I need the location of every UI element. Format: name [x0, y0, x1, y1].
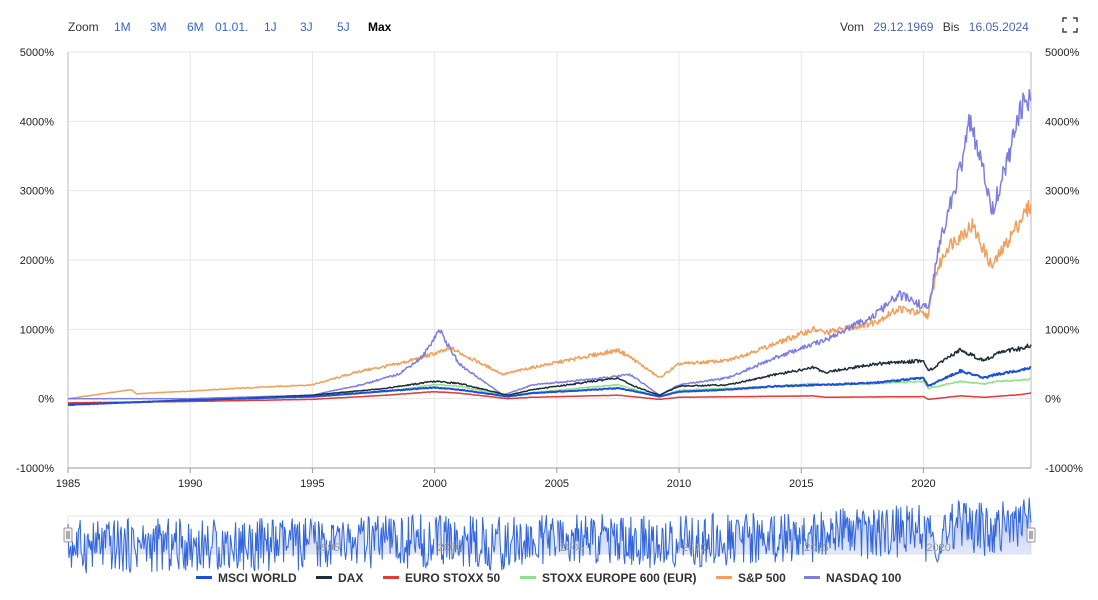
y-tick-label-left: -1000% [16, 463, 54, 475]
y-tick-label-right: 4000% [1045, 116, 1079, 128]
zoom-3j-button[interactable]: 3J [300, 20, 313, 34]
series-line-s-p-500[interactable] [67, 199, 1032, 400]
legend-item[interactable]: STOXX EUROPE 600 (EUR) [520, 571, 697, 585]
x-tick-label: 2015 [789, 478, 813, 490]
y-axis-right: -1000% 0% 1000% 2000% 3000% 4000% 5000% [1045, 47, 1083, 475]
zoom-1m-button[interactable]: 1M [114, 20, 131, 34]
zoom-max-button[interactable]: Max [368, 20, 392, 34]
y-tick-label-left: 0% [38, 394, 54, 406]
y-tick-label-left: 5000% [20, 47, 54, 59]
series-line-euro-stoxx-50[interactable] [67, 390, 1032, 404]
navigator-tick-label: 2005 [560, 542, 584, 554]
navigator-tick-label: 2020 [926, 542, 950, 554]
toolbar: Zoom 1M 3M 6M 01.01. 1J 3J 5J Max Vom 29… [0, 0, 1098, 48]
y-tick-label-left: 3000% [20, 186, 54, 198]
zoom-3m-button[interactable]: 3M [150, 20, 167, 34]
legend-label: DAX [338, 571, 364, 585]
x-tick-label: 1995 [300, 478, 324, 490]
series-lines [67, 88, 1032, 407]
navigator-tick-label: 2000 [438, 542, 462, 554]
y-tick-label-left: 1000% [20, 324, 54, 336]
legend-item[interactable]: DAX [316, 571, 363, 585]
x-tick-label: 1985 [56, 478, 80, 490]
y-axis-left: -1000% 0% 1000% 2000% 3000% 4000% 5000% [16, 47, 54, 475]
fullscreen-icon[interactable] [1062, 17, 1078, 33]
navigator-handle-right[interactable] [1026, 527, 1036, 543]
legend-label: STOXX EUROPE 600 (EUR) [542, 571, 697, 585]
zoom-6m-button[interactable]: 6M [187, 20, 204, 34]
legend-swatch [196, 576, 212, 580]
y-tick-label-left: 4000% [20, 116, 54, 128]
to-label: Bis [942, 20, 960, 34]
y-tick-label-right: 5000% [1045, 47, 1079, 59]
legend-swatch [804, 576, 820, 580]
grid-lines [67, 51, 1032, 469]
navigator-tick-label: 2015 [804, 542, 828, 554]
navigator-line [67, 497, 1032, 574]
legend-item[interactable]: MSCI WORLD [196, 571, 297, 585]
x-tick-label: 2000 [422, 478, 446, 490]
zoom-5j-button[interactable]: 5J [337, 20, 350, 34]
legend-swatch [316, 576, 332, 580]
legend-label: EURO STOXX 50 [405, 571, 501, 585]
y-tick-label-left: 2000% [20, 255, 54, 267]
zoom-label: Zoom [68, 20, 99, 34]
from-date-input[interactable]: 29.12.1969 [873, 20, 934, 34]
x-axis: 1985 1990 1995 2000 2005 2010 2015 2020 [56, 468, 936, 490]
legend-label: MSCI WORLD [218, 571, 297, 585]
zoom-1j-button[interactable]: 1J [264, 20, 277, 34]
x-tick-label: 2020 [911, 478, 935, 490]
y-tick-label-right: 3000% [1045, 186, 1079, 198]
date-range: Vom 29.12.1969 Bis 16.05.2024 [840, 20, 1029, 34]
x-tick-label: 2005 [545, 478, 569, 490]
zoom-ytd-button[interactable]: 01.01. [215, 20, 249, 34]
legend-label: S&P 500 [738, 571, 786, 585]
legend-label: NASDAQ 100 [826, 571, 902, 585]
navigator-tick-label: 1995 [315, 542, 339, 554]
legend-item[interactable]: S&P 500 [716, 571, 786, 585]
series-line-msci-world[interactable] [67, 366, 1032, 407]
navigator[interactable]: 1995 2000 2005 2010 2015 2020 [63, 497, 1036, 574]
legend-item[interactable]: NASDAQ 100 [804, 571, 901, 585]
series-line-nasdaq-100[interactable] [67, 88, 1032, 400]
legend: MSCI WORLD DAX EURO STOXX 50 STOXX EUROPE 6… [0, 570, 1098, 588]
y-tick-label-right: 2000% [1045, 255, 1079, 267]
to-date-input[interactable]: 16.05.2024 [968, 20, 1029, 34]
x-tick-label: 2010 [667, 478, 691, 490]
legend-swatch [520, 576, 536, 580]
y-tick-label-right: 1000% [1045, 324, 1079, 336]
series-line-dax[interactable] [67, 343, 1032, 406]
y-tick-label-right: 0% [1045, 394, 1061, 406]
legend-swatch [383, 576, 399, 580]
legend-item[interactable]: EURO STOXX 50 [383, 571, 500, 585]
navigator-handle-left[interactable] [63, 527, 73, 543]
x-tick-label: 1990 [178, 478, 202, 490]
legend-swatch [716, 576, 732, 580]
y-tick-label-right: -1000% [1045, 463, 1083, 475]
from-label: Vom [840, 20, 865, 34]
navigator-tick-label: 2010 [682, 542, 706, 554]
